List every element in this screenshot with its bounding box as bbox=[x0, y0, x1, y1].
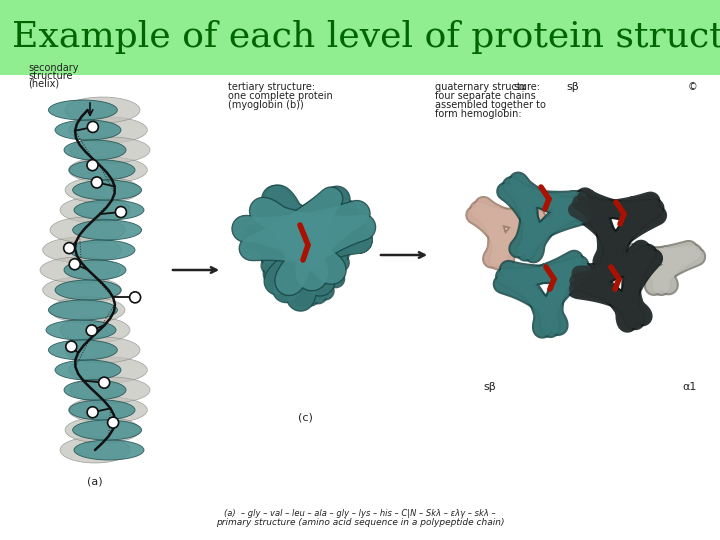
Ellipse shape bbox=[73, 180, 142, 200]
Text: (helix): (helix) bbox=[28, 79, 59, 89]
Text: Example of each level of protein structure: Example of each level of protein structu… bbox=[12, 21, 720, 55]
Ellipse shape bbox=[74, 200, 144, 220]
Ellipse shape bbox=[65, 177, 140, 203]
Ellipse shape bbox=[73, 220, 142, 240]
Circle shape bbox=[91, 177, 102, 188]
Ellipse shape bbox=[64, 260, 126, 280]
Ellipse shape bbox=[69, 400, 135, 420]
Ellipse shape bbox=[65, 417, 140, 443]
Circle shape bbox=[63, 242, 75, 254]
Text: secondary: secondary bbox=[28, 63, 78, 73]
Ellipse shape bbox=[65, 97, 140, 123]
Text: structure: structure bbox=[28, 71, 73, 81]
Text: sα: sα bbox=[513, 82, 526, 92]
Ellipse shape bbox=[69, 160, 135, 180]
Ellipse shape bbox=[68, 157, 148, 183]
Ellipse shape bbox=[55, 280, 121, 300]
Text: α1: α1 bbox=[683, 382, 697, 392]
Ellipse shape bbox=[69, 240, 135, 260]
Ellipse shape bbox=[50, 217, 125, 243]
Bar bbox=[0, 75, 720, 540]
Text: tertiary structure:: tertiary structure: bbox=[228, 82, 315, 92]
Ellipse shape bbox=[46, 320, 116, 340]
Text: (a)  – gly – val – leu – ala – gly – lys – his – C|N – Skλ – ελγ – skλ –: (a) – gly – val – leu – ala – gly – lys … bbox=[224, 509, 496, 518]
Ellipse shape bbox=[68, 117, 148, 143]
Text: (c): (c) bbox=[297, 412, 312, 422]
Ellipse shape bbox=[48, 340, 117, 360]
Circle shape bbox=[69, 259, 80, 270]
Circle shape bbox=[87, 407, 98, 418]
Circle shape bbox=[99, 377, 109, 388]
Ellipse shape bbox=[48, 300, 117, 320]
Ellipse shape bbox=[68, 357, 148, 383]
Text: four separate chains: four separate chains bbox=[435, 91, 536, 101]
Text: form hemoglobin:: form hemoglobin: bbox=[435, 109, 521, 119]
Ellipse shape bbox=[48, 100, 117, 120]
Circle shape bbox=[107, 417, 119, 428]
Circle shape bbox=[86, 325, 97, 336]
Text: assembled together to: assembled together to bbox=[435, 100, 546, 110]
Ellipse shape bbox=[50, 297, 125, 323]
Ellipse shape bbox=[60, 437, 130, 463]
Ellipse shape bbox=[60, 317, 130, 343]
Text: primary structure (amino acid sequence in a polypeptide chain): primary structure (amino acid sequence i… bbox=[216, 518, 504, 527]
Ellipse shape bbox=[70, 137, 150, 163]
Ellipse shape bbox=[55, 120, 121, 140]
Text: sβ: sβ bbox=[484, 382, 496, 392]
Ellipse shape bbox=[68, 397, 148, 423]
Circle shape bbox=[130, 292, 140, 303]
Circle shape bbox=[87, 122, 99, 132]
Circle shape bbox=[115, 206, 127, 218]
Text: one complete protein: one complete protein bbox=[228, 91, 333, 101]
Ellipse shape bbox=[42, 237, 122, 263]
Ellipse shape bbox=[73, 420, 142, 440]
Text: (myoglobin (b)): (myoglobin (b)) bbox=[228, 100, 304, 110]
Circle shape bbox=[87, 160, 98, 171]
Ellipse shape bbox=[55, 360, 121, 380]
Ellipse shape bbox=[64, 380, 126, 400]
Text: (a): (a) bbox=[87, 477, 103, 487]
Ellipse shape bbox=[64, 140, 126, 160]
Text: ©: © bbox=[688, 82, 697, 92]
Ellipse shape bbox=[74, 440, 144, 460]
Bar bbox=[0, 0, 720, 75]
Ellipse shape bbox=[40, 257, 120, 283]
Ellipse shape bbox=[65, 337, 140, 363]
Ellipse shape bbox=[70, 377, 150, 403]
Ellipse shape bbox=[60, 197, 130, 223]
Circle shape bbox=[66, 341, 77, 352]
Text: sβ: sβ bbox=[567, 82, 580, 92]
Text: quaternary structure:: quaternary structure: bbox=[435, 82, 540, 92]
Ellipse shape bbox=[42, 277, 122, 303]
